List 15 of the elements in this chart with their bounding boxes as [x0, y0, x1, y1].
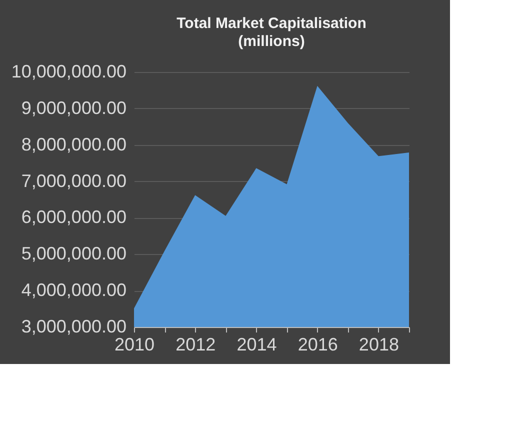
y-tick-label: 9,000,000.00 [21, 98, 126, 118]
x-tick-label: 2012 [176, 334, 216, 354]
y-tick-label: 7,000,000.00 [21, 170, 126, 191]
y-tick-label: 5,000,000.00 [21, 244, 126, 264]
y-tick-label: 6,000,000.00 [21, 207, 126, 228]
x-tick-label: 2016 [298, 334, 338, 354]
chart-subtitle: (millions) [238, 33, 305, 50]
y-tick-label: 10,000,000.00 [11, 62, 126, 82]
chart-title: Total Market Capitalisation [176, 15, 366, 32]
y-tick-label: 8,000,000.00 [21, 134, 126, 154]
y-tick-label: 3,000,000.00 [21, 316, 126, 336]
x-tick-label: 2018 [358, 334, 399, 354]
x-tick-label: 2014 [236, 334, 277, 354]
x-tick-label: 2010 [114, 334, 155, 354]
y-tick-label: 4,000,000.00 [21, 280, 126, 300]
